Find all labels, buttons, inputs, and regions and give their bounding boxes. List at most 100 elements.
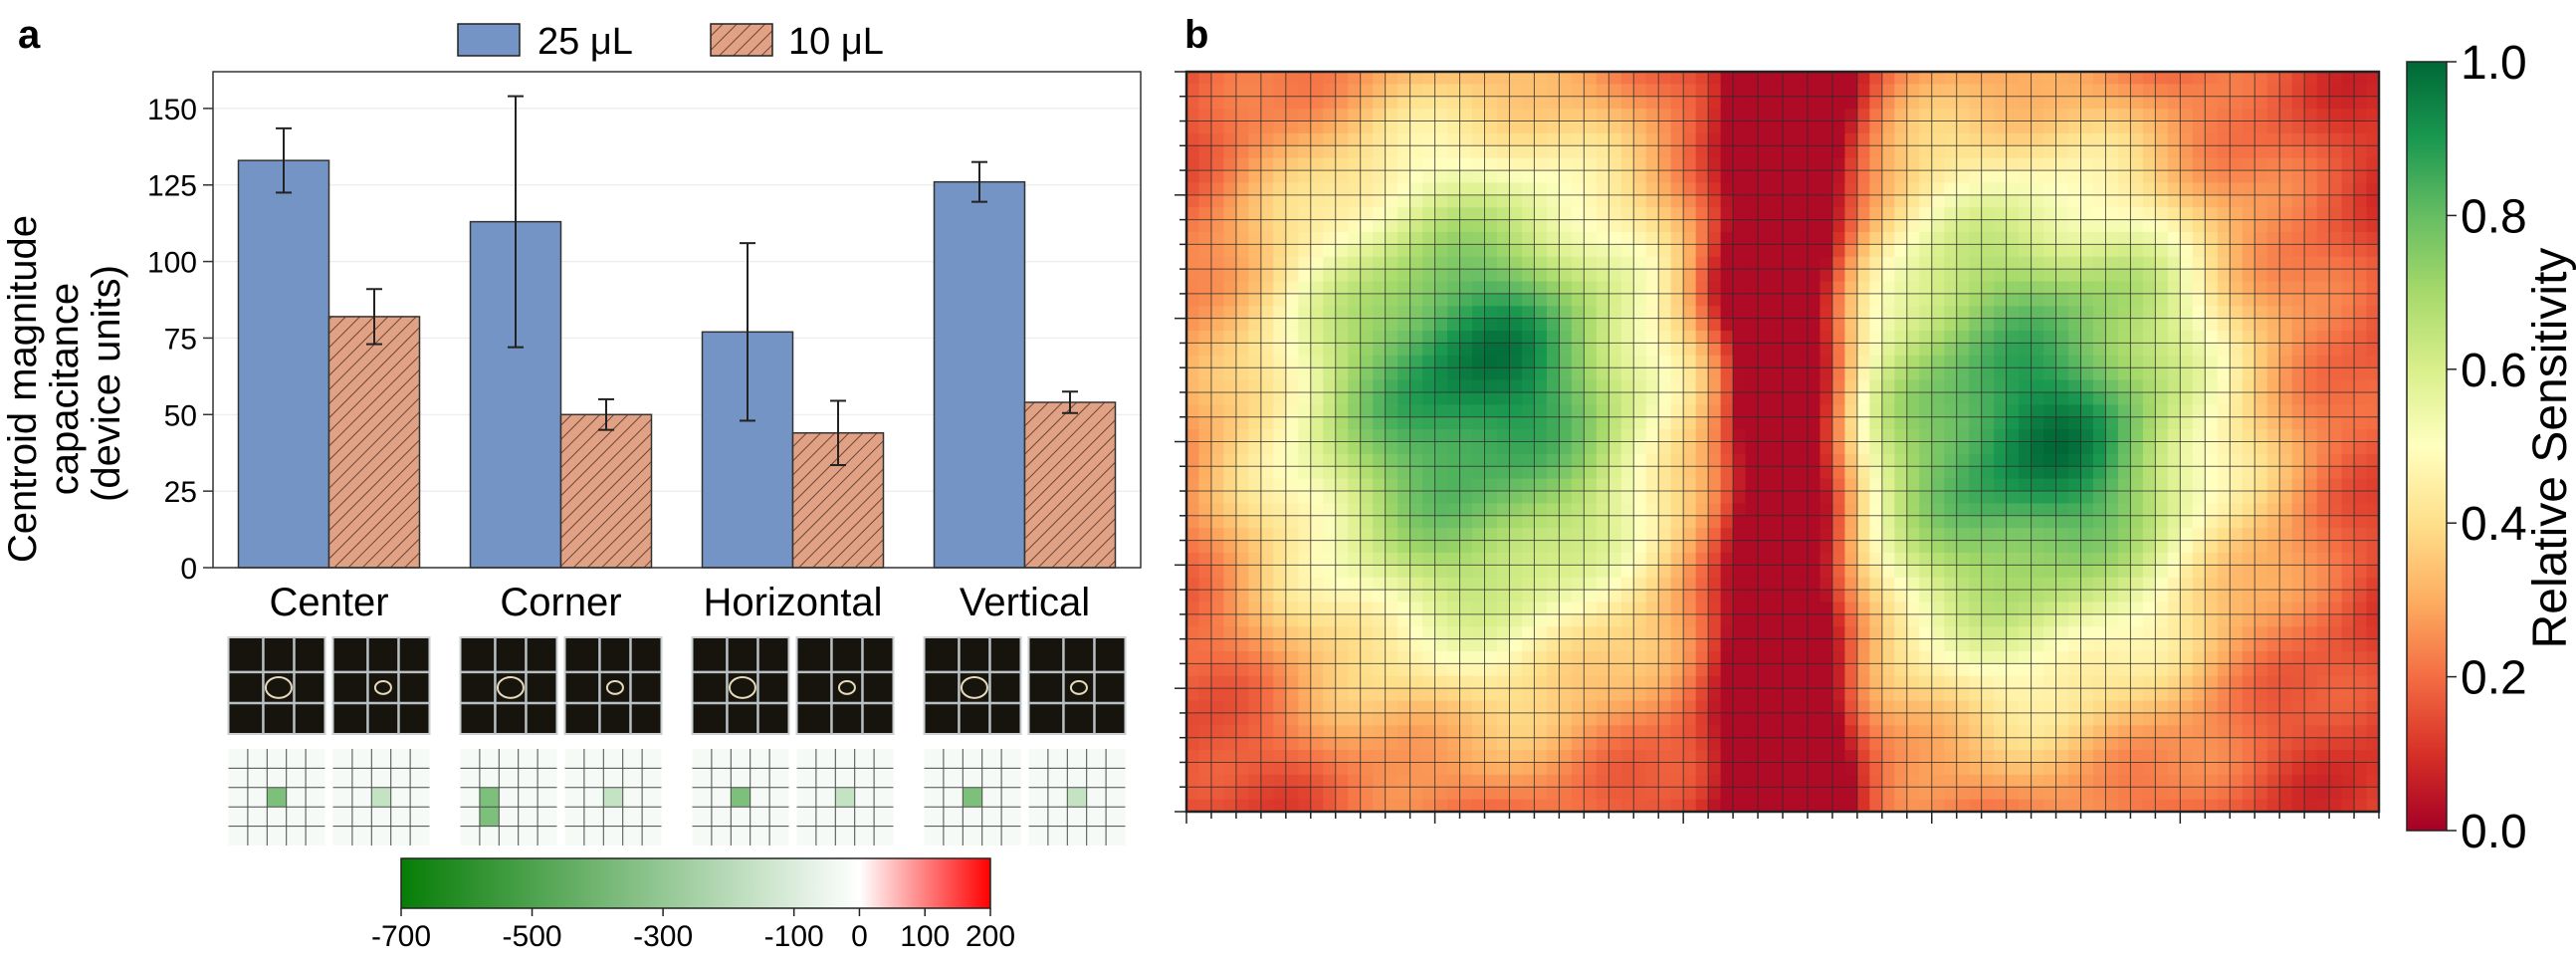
difference-colorbar-tick-label: 100	[900, 920, 950, 953]
heatmap-cell	[1745, 120, 1759, 134]
heatmap-cell	[1795, 269, 1809, 283]
heatmap-cell	[1633, 96, 1647, 110]
heatmap-cell	[1881, 219, 1895, 233]
heatmap-cell	[1223, 132, 1237, 146]
heatmap-cell	[1609, 231, 1622, 245]
heatmap-cell	[1285, 293, 1299, 307]
heatmap-cell	[1795, 84, 1809, 98]
heatmap-cell	[1745, 109, 1759, 122]
heatmap-cell	[1484, 269, 1498, 283]
heatmap-cell	[1397, 391, 1411, 405]
heatmap-cell	[2080, 343, 2094, 357]
heatmap-cell	[2130, 331, 2144, 345]
heatmap-cell	[1745, 293, 1759, 307]
heatmap-cell	[1994, 343, 2008, 357]
heatmap-cell	[1795, 379, 1809, 393]
heatmap-cell	[1620, 552, 1634, 566]
heatmap-cell	[1807, 318, 1822, 332]
heatmap-cell	[1310, 318, 1324, 332]
heatmap-cell	[1807, 613, 1822, 627]
heatmap-cell	[2180, 663, 2194, 677]
heatmap-cell	[2043, 269, 2057, 283]
heatmap-cell	[1745, 663, 1759, 677]
heatmap-cell	[1807, 602, 1822, 615]
heatmap-cell	[1335, 293, 1349, 307]
heatmap-cell	[2031, 293, 2044, 307]
heatmap-cell	[1807, 306, 1822, 320]
heatmap-cell	[1186, 515, 1200, 529]
heatmap-cell	[1856, 429, 1870, 443]
heatmap-cell	[2117, 638, 2132, 652]
heatmap-cell	[1571, 626, 1585, 640]
heatmap-cell	[2155, 281, 2169, 295]
heatmap-cell	[2130, 281, 2144, 295]
heatmap-cell	[1831, 466, 1845, 480]
heatmap-cell	[1571, 231, 1585, 245]
heatmap-cell	[1633, 441, 1647, 455]
heatmap-cell	[2217, 109, 2231, 122]
heatmap-cell	[1447, 391, 1461, 405]
heatmap-cell	[2043, 84, 2057, 98]
heatmap-cell	[1609, 528, 1622, 542]
heatmap-cell	[1534, 528, 1548, 542]
heatmap-cell	[1571, 663, 1585, 677]
heatmap-cell	[1620, 72, 1634, 85]
heatmap-cell	[2006, 343, 2020, 357]
heatmap-cell	[1683, 602, 1697, 615]
heatmap-cell	[2316, 219, 2330, 233]
heatmap-cell	[1496, 96, 1511, 110]
heatmap-cell	[2242, 379, 2255, 393]
heatmap-cell	[1844, 96, 1858, 110]
heatmap-cell	[1969, 331, 1983, 345]
heatmap-cell	[1596, 256, 1610, 270]
heatmap-cell	[1496, 182, 1511, 196]
heatmap-cell	[1459, 256, 1473, 270]
heatmap-cell	[1447, 528, 1461, 542]
heatmap-cell	[1397, 429, 1411, 443]
heatmap-cell	[1472, 269, 1486, 283]
heatmap-cell	[1783, 72, 1797, 85]
heatmap-cell	[1484, 219, 1498, 233]
heatmap-cell	[1807, 515, 1822, 529]
heatmap-cell	[1795, 391, 1809, 405]
heatmap-cell	[1235, 194, 1249, 208]
heatmap-cell	[1695, 429, 1709, 443]
heatmap-cell	[2043, 391, 2057, 405]
heatmap-cell	[1981, 540, 1995, 554]
heatmap-cell	[1745, 194, 1759, 208]
heatmap-cell	[1919, 404, 1933, 418]
heatmap-cell	[1409, 331, 1423, 345]
heatmap-cell	[2279, 293, 2293, 307]
heatmap-cell	[1310, 478, 1324, 492]
heatmap-cell	[2217, 379, 2231, 393]
heatmap-cell	[2080, 145, 2094, 159]
heatmap-cell	[1745, 441, 1759, 455]
heatmap-cell	[1969, 355, 1983, 368]
heatmap-cell	[2080, 355, 2094, 368]
heatmap-cell	[1584, 318, 1598, 332]
heatmap-cell	[2130, 663, 2144, 677]
heatmap-cell	[2130, 367, 2144, 381]
heatmap-cell	[2354, 367, 2368, 381]
heatmap-cell	[1633, 244, 1647, 258]
heatmap-cell	[1248, 638, 1262, 652]
heatmap-cell	[1348, 182, 1362, 196]
heatmap-cell	[2279, 132, 2293, 146]
heatmap-cell	[2068, 132, 2082, 146]
heatmap-cell	[1969, 626, 1983, 640]
heatmap-cell	[2006, 391, 2020, 405]
heatmap-cell	[2117, 207, 2132, 221]
heatmap-cell	[1422, 602, 1436, 615]
heatmap-cell	[2217, 503, 2231, 517]
heatmap-cell	[2167, 194, 2181, 208]
heatmap-cell	[1198, 675, 1212, 689]
heatmap-cell	[1323, 638, 1337, 652]
heatmap-cell	[2242, 170, 2255, 184]
heatmap-cell	[1534, 613, 1548, 627]
heatmap-cell	[1235, 367, 1249, 381]
heatmap-cell	[1335, 552, 1349, 566]
heatmap-cell	[1559, 540, 1573, 554]
heatmap-cell	[1683, 170, 1697, 184]
heatmap-cell	[2117, 157, 2132, 171]
